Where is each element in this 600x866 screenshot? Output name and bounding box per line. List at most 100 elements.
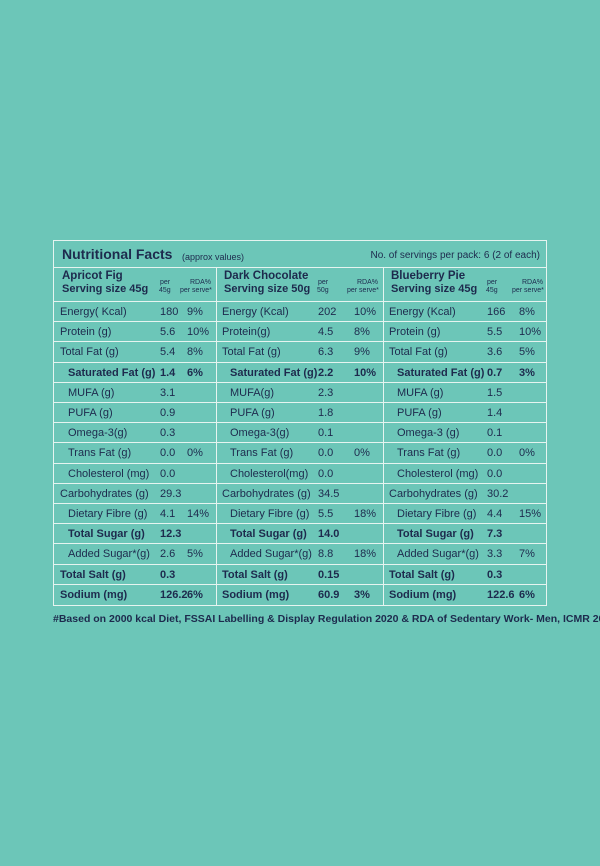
per-value: 1.5 <box>487 386 503 399</box>
rda-value: 18% <box>354 548 377 561</box>
per-value: 5.6 <box>160 326 176 339</box>
per-value: 0.0 <box>160 447 176 460</box>
per-value: 122.6 <box>487 588 515 601</box>
per-value: 3.6 <box>487 346 503 359</box>
rda-value: 10% <box>519 326 542 339</box>
nutrient-label: Saturated Fat (g) <box>397 366 485 379</box>
nutrient-label: Carbohydrates (g) <box>389 487 478 500</box>
divider <box>54 543 546 545</box>
per-value: 30.2 <box>487 487 509 500</box>
nutrient-label: Sodium (mg) <box>222 588 290 601</box>
per-value: 3.3 <box>487 548 503 561</box>
divider <box>54 321 546 323</box>
serving-size: Serving size 45g <box>391 283 478 295</box>
product-name: Blueberry Pie <box>391 270 466 282</box>
per-value: 6.3 <box>318 346 334 359</box>
rda-value: 10% <box>354 366 377 379</box>
nutrient-label: Total Salt (g) <box>222 568 288 581</box>
divider <box>216 267 217 605</box>
nutrient-label: Total Sugar (g) <box>68 528 145 541</box>
nutrient-label: Dietary Fibre (g) <box>230 508 310 520</box>
rda-label: RDA% <box>190 279 212 286</box>
rda-value: 3% <box>519 366 535 379</box>
per-value: 5.5 <box>487 326 503 339</box>
nutrient-label: Added Sugar*(g) <box>397 548 479 561</box>
per-value: 0.1 <box>487 427 503 440</box>
divider <box>54 462 546 464</box>
table-subtitle: (approx values) <box>182 252 245 262</box>
rda-label: RDA% <box>522 279 544 286</box>
nutrient-label: Total Salt (g) <box>60 568 126 581</box>
per-value: 60.9 <box>318 588 340 601</box>
per-value: 0.15 <box>318 568 340 581</box>
nutrient-label: Saturated Fat (g) <box>68 366 156 379</box>
nutrient-label: Omega-3 (g) <box>397 427 460 440</box>
rda-value: 6% <box>187 588 203 601</box>
per-value: 14.0 <box>318 528 340 541</box>
per-unit: 50g <box>317 287 329 294</box>
per-value: 0.3 <box>487 568 503 581</box>
divider <box>54 381 546 383</box>
rda-value: 8% <box>519 306 535 318</box>
rda-value: 8% <box>354 326 370 339</box>
rda-value: 7% <box>519 548 535 561</box>
nutrient-label: Energy( Kcal) <box>60 306 127 318</box>
per-value: 4.5 <box>318 326 334 339</box>
nutrient-label: MUFA (g) <box>68 386 115 399</box>
per-value: 0.0 <box>318 447 334 460</box>
rda-value: 3% <box>354 588 370 601</box>
nutrient-label: Cholesterol (mg) <box>68 467 150 480</box>
rda-label: RDA% <box>357 279 379 286</box>
divider <box>54 341 546 343</box>
rda-unit: per serve* <box>347 287 379 294</box>
rda-value: 9% <box>354 346 370 359</box>
divider <box>54 583 546 585</box>
divider <box>54 422 546 424</box>
per-value: 29.3 <box>160 487 182 500</box>
nutrient-label: PUFA (g) <box>397 407 442 419</box>
nutrient-label: Cholesterol (mg) <box>397 467 479 480</box>
per-value: 1.4 <box>487 407 503 419</box>
rda-value: 10% <box>187 326 210 339</box>
per-value: 0.9 <box>160 407 176 419</box>
per-unit: 45g <box>486 287 498 294</box>
divider <box>54 402 546 403</box>
rda-value: 5% <box>187 548 203 561</box>
rda-value: 6% <box>519 588 535 601</box>
nutrient-label: Protein (g) <box>60 326 112 339</box>
per-value: 7.3 <box>487 528 503 541</box>
per-value: 5.4 <box>160 346 176 359</box>
nutrient-label: PUFA (g) <box>230 407 275 419</box>
rda-value: 10% <box>354 306 377 318</box>
rda-value: 8% <box>187 346 203 359</box>
nutrient-label: Trans Fat (g) <box>230 447 294 460</box>
nutrient-label: Carbohydrates (g) <box>222 487 311 500</box>
per-value: 0.3 <box>160 427 176 440</box>
rda-value: 0% <box>187 447 203 460</box>
nutrient-label: Omega-3(g) <box>230 427 290 440</box>
servings-note: No. of servings per pack: 6 (2 of each) <box>370 250 540 261</box>
per-value: 2.3 <box>318 386 334 399</box>
per-value: 166 <box>487 306 506 318</box>
per-value: 4.4 <box>487 508 503 520</box>
nutrient-label: Total Fat (g) <box>222 346 281 359</box>
rda-value: 15% <box>519 508 542 520</box>
nutrient-label: Trans Fat (g) <box>397 447 461 460</box>
nutrient-label: Added Sugar*(g) <box>68 548 150 561</box>
footnote: #Based on 2000 kcal Diet, FSSAI Labellin… <box>53 613 600 625</box>
per-value: 1.4 <box>160 366 176 379</box>
per-label: per <box>160 279 171 286</box>
rda-value: 0% <box>354 447 370 460</box>
per-value: 0.7 <box>487 366 503 379</box>
per-value: 0.1 <box>318 427 334 440</box>
rda-value: 18% <box>354 508 377 520</box>
nutrient-label: Sodium (mg) <box>389 588 457 601</box>
rda-value: 14% <box>187 508 210 520</box>
per-value: 2.2 <box>318 366 334 379</box>
nutrient-label: Energy (Kcal) <box>222 306 289 318</box>
divider <box>54 267 546 268</box>
rda-value: 9% <box>187 306 203 318</box>
nutrient-label: Dietary Fibre (g) <box>68 508 148 520</box>
serving-size: Serving size 45g <box>62 283 149 295</box>
